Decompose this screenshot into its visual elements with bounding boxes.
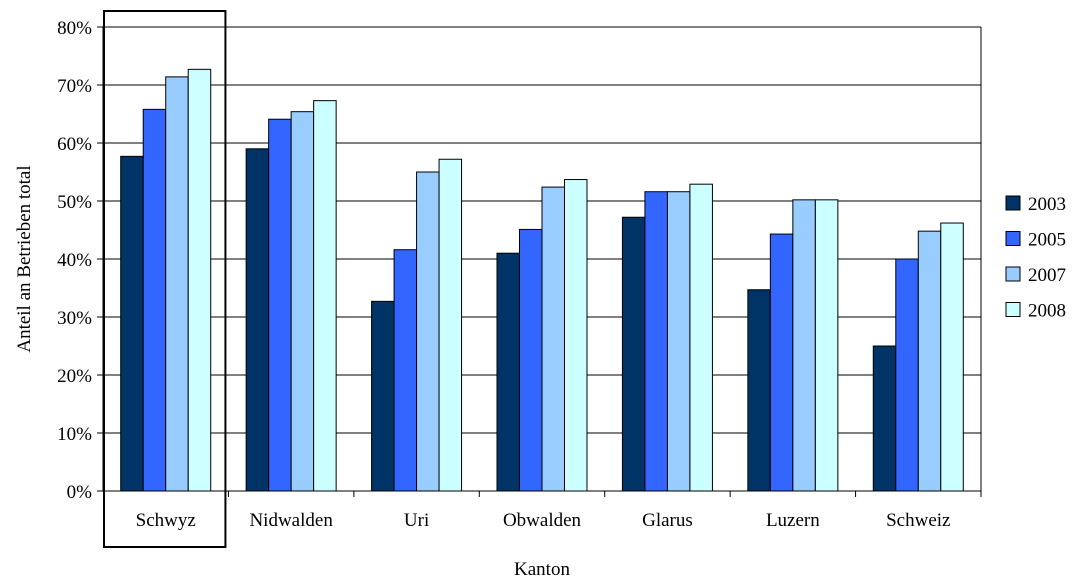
bar-2005-obwalden: [519, 228, 543, 492]
bar-2003-schwyz: [120, 155, 144, 492]
legend-swatch-2008: [1005, 302, 1021, 317]
x-tick-label: Schweiz: [886, 510, 950, 531]
y-tick-label: 0%: [67, 482, 93, 503]
y-tick-label: 60%: [57, 134, 92, 155]
bar-2003-luzern: [747, 289, 771, 492]
bar-2007-nidwalden: [290, 111, 315, 492]
bar-2005-glarus: [644, 191, 668, 492]
x-tick-label: Obwalden: [503, 510, 582, 531]
legend-label-2007: 2007: [1028, 265, 1066, 286]
bar-2007-schwyz: [165, 76, 189, 492]
legend-label-2008: 2008: [1028, 301, 1066, 322]
bar-2008-schweiz: [940, 222, 964, 492]
bar-2003-obwalden: [496, 252, 520, 492]
bar-2003-schweiz: [872, 345, 897, 492]
bar-2007-uri: [416, 171, 440, 492]
x-axis-title: Kanton: [514, 559, 570, 580]
bar-2008-obwalden: [564, 179, 588, 492]
bar-2007-obwalden: [541, 186, 565, 492]
bars: [120, 68, 964, 492]
bar-2008-schwyz: [187, 68, 212, 492]
y-tick-label: 80%: [57, 18, 92, 39]
bar-2007-luzern: [792, 199, 816, 492]
y-tick-label: 70%: [57, 76, 92, 97]
bar-2003-nidwalden: [245, 148, 270, 492]
bar-2003-glarus: [621, 216, 646, 492]
bar-2008-glarus: [689, 183, 713, 492]
bar-2008-luzern: [814, 199, 839, 492]
bar-2005-schwyz: [142, 108, 167, 492]
x-tick-label: Luzern: [766, 510, 820, 531]
legend-label-2005: 2005: [1028, 230, 1066, 251]
bar-2008-uri: [438, 158, 463, 492]
bar-2005-uri: [393, 249, 418, 492]
x-tick-label: Schwyz: [136, 510, 196, 531]
bar-2007-glarus: [666, 191, 691, 492]
y-tick-label: 50%: [57, 192, 92, 213]
y-tick-label: 20%: [57, 366, 92, 387]
bar-2008-nidwalden: [313, 100, 337, 492]
bar-2005-luzern: [769, 233, 794, 492]
y-axis-title: Anteil an Betrieben total: [14, 165, 35, 352]
legend-swatch-2005: [1005, 231, 1021, 246]
legend: 2003 2005 2007 2008: [1005, 194, 1066, 322]
legend-swatch-2007: [1005, 266, 1021, 282]
legend-swatch-2003: [1005, 195, 1021, 211]
x-tick-label: Glarus: [642, 510, 693, 531]
bar-2005-schweiz: [895, 258, 919, 492]
bar-2005-nidwalden: [268, 118, 292, 492]
x-tick-label: Uri: [404, 510, 429, 531]
legend-label-2003: 2003: [1028, 194, 1066, 215]
highlight-box: [103, 10, 227, 548]
axes: 0% 10% 20% 30% 40% 50% 60% 70% 80% Schwyz Nidwalde…: [57, 10, 982, 548]
y-tick-label: 10%: [57, 424, 92, 445]
y-tick-label: 40%: [57, 250, 92, 271]
bar-2007-schweiz: [917, 230, 942, 492]
y-tick-label: 30%: [57, 308, 92, 329]
bar-2003-uri: [371, 300, 395, 492]
x-tick-label: Nidwalden: [249, 510, 333, 531]
